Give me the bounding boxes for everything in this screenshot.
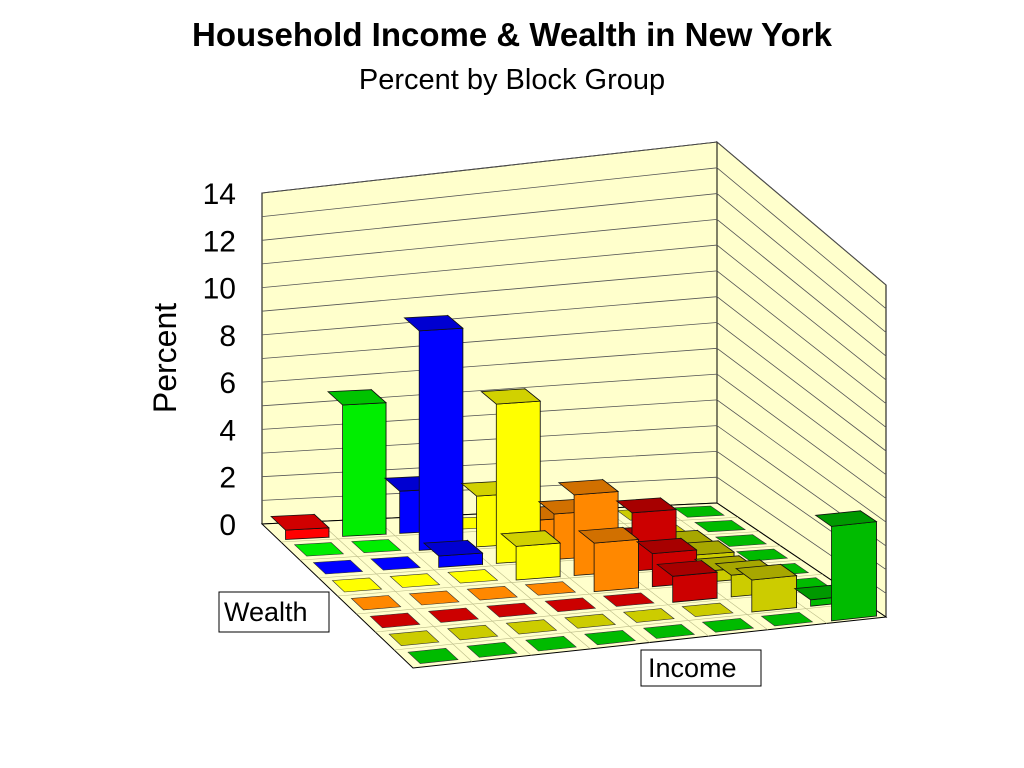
bar: [327, 388, 387, 537]
bar-top-face: [635, 537, 698, 555]
bar-front-face: [831, 521, 877, 622]
floor-tile: [389, 573, 441, 588]
bar: [735, 563, 798, 613]
gridline: [261, 399, 887, 523]
income-label-box: [640, 649, 762, 687]
y-tick-label: 12: [203, 225, 236, 258]
floor-tile: [735, 548, 789, 562]
bar-top-face: [422, 539, 484, 557]
floor-tile: [486, 602, 538, 618]
floor-tile: [715, 534, 768, 547]
bar: [480, 387, 542, 564]
gridline: [261, 450, 887, 570]
bar-top-face: [615, 497, 678, 514]
y-tick-label: 6: [219, 367, 236, 400]
gridline: [261, 373, 887, 499]
bar: [577, 526, 640, 593]
bar-top-face: [327, 389, 387, 406]
chart-subtitle: Percent by Block Group: [359, 64, 665, 96]
floor-tile: [447, 624, 499, 641]
gridline: [261, 244, 887, 381]
y-tick-label: 14: [203, 178, 236, 211]
y-tick-label: 8: [219, 320, 236, 353]
floor-tile: [524, 581, 577, 596]
floor-tile: [681, 602, 734, 617]
floor-tile: [760, 612, 814, 627]
floor-tile: [388, 630, 440, 647]
floor-tile: [350, 595, 402, 611]
floor-tile: [642, 624, 696, 639]
bar-top-face: [735, 563, 798, 581]
bar-top-face: [656, 560, 719, 577]
floor-gridline: [394, 602, 865, 651]
floor-tile: [622, 608, 675, 623]
chart-title: Household Income & Wealth in New York: [192, 16, 833, 53]
floor-tile: [701, 618, 755, 633]
y-tick-label: 10: [203, 273, 236, 306]
gridline: [261, 322, 887, 452]
floor-tile: [544, 597, 597, 613]
gridline: [261, 270, 887, 404]
bar-top-face: [480, 388, 542, 405]
floor-tile: [407, 647, 459, 664]
floor-tile: [370, 556, 421, 571]
floor-tile: [408, 590, 460, 606]
bar: [500, 529, 562, 581]
gridline: [261, 347, 887, 476]
y-axis-label: Percent: [147, 303, 183, 413]
floor-tile: [505, 619, 558, 635]
bar-front-face: [515, 542, 561, 581]
floor-tile: [564, 613, 617, 629]
bar-front-face: [593, 538, 639, 593]
floor-tile: [673, 505, 725, 518]
floor-tile: [466, 641, 518, 658]
bar-front-face: [342, 402, 387, 537]
bar: [422, 539, 484, 568]
floor-tile: [369, 612, 421, 629]
bar-top-face: [500, 530, 562, 547]
floor-tile: [694, 520, 746, 533]
gridline: [261, 425, 887, 547]
gridline: [261, 167, 887, 310]
back-wall: [261, 141, 718, 525]
gridline: [261, 141, 887, 286]
bar-front-face: [418, 327, 464, 551]
y-tick-label: 0: [219, 509, 236, 542]
floor-tile: [351, 539, 402, 554]
bars: [270, 314, 878, 622]
bar-front-face: [751, 575, 797, 613]
floor-tile: [602, 592, 655, 607]
floor-tile: [293, 542, 345, 557]
bar-front-face: [672, 571, 718, 603]
income-axis-label: Income: [648, 653, 737, 683]
bar-top-face: [557, 479, 620, 496]
bar: [656, 559, 719, 603]
wealth-axis-label: Wealth: [224, 597, 308, 627]
floor-tile: [312, 559, 364, 575]
bar-top-face: [270, 513, 330, 531]
y-tick-label: 4: [219, 414, 236, 447]
floor-tile: [427, 607, 480, 623]
bar: [403, 314, 464, 551]
gridline: [261, 218, 887, 357]
y-tick-label: 2: [219, 462, 236, 495]
floor-tile: [447, 569, 499, 584]
bar-top-face: [577, 526, 640, 544]
bar: [814, 510, 878, 622]
y-tick-labels: 0 2 4 6 8 10 12 14: [203, 178, 236, 542]
wealth-label-box: [218, 591, 330, 633]
gridline: [261, 193, 887, 333]
floor-tile: [331, 577, 383, 593]
floor-tile: [466, 585, 518, 601]
bar-top-face: [814, 510, 878, 527]
bar: [270, 513, 330, 540]
floor-tile: [584, 630, 637, 646]
floor-tile: [525, 635, 577, 652]
bar-top-face: [403, 315, 464, 332]
